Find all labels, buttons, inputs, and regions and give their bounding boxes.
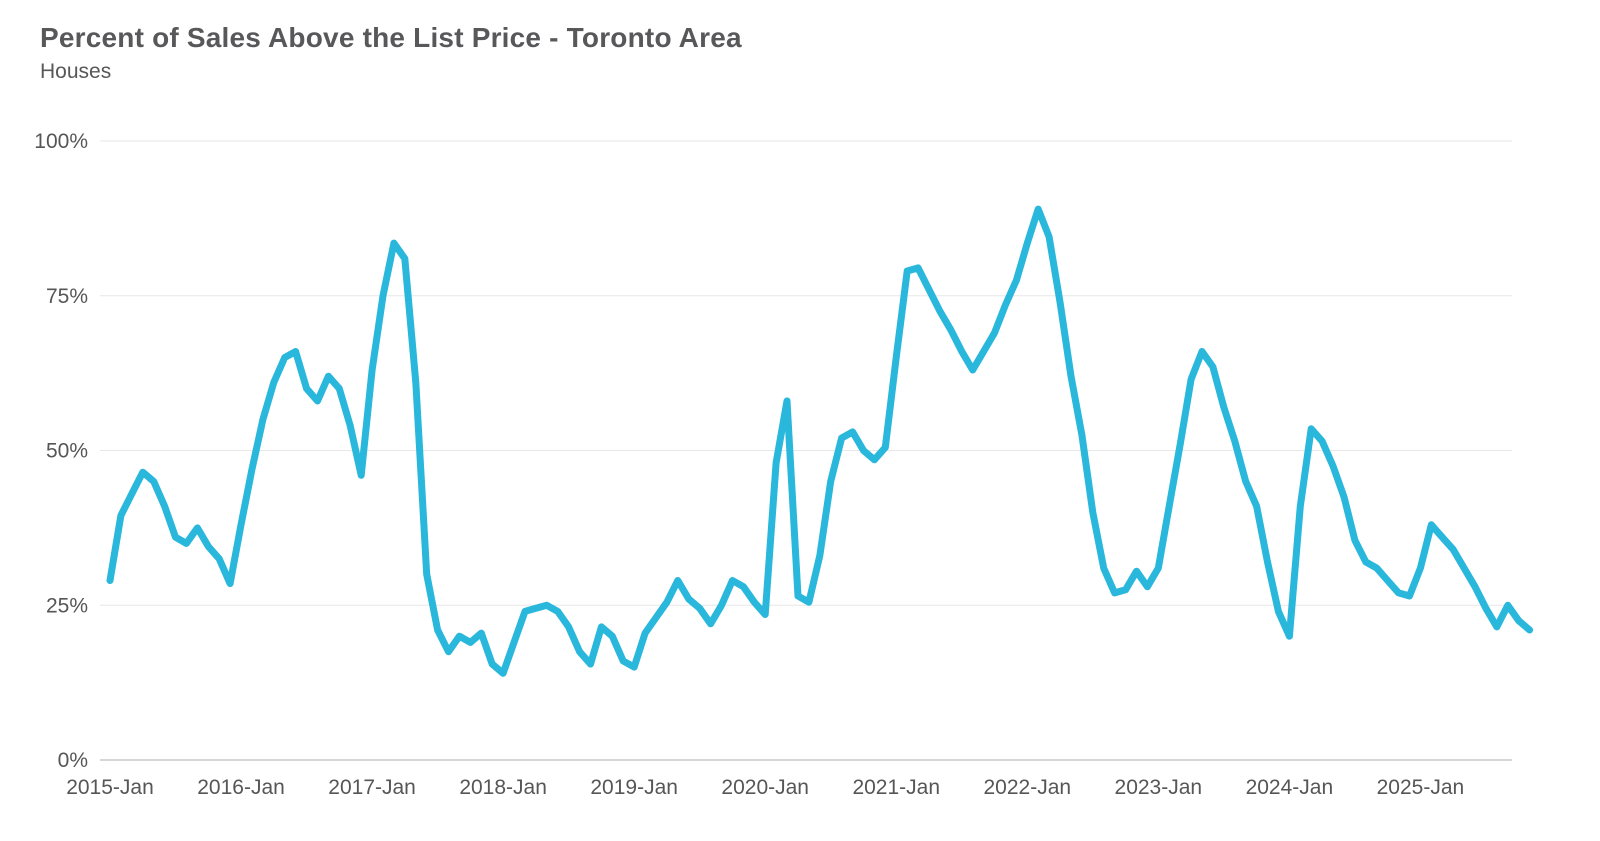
x-axis-label: 2018-Jan (459, 776, 547, 799)
x-axis-label: 2021-Jan (852, 776, 940, 799)
x-axis-label: 2025-Jan (1377, 776, 1465, 799)
x-axis-label: 2017-Jan (328, 776, 416, 799)
series-line (106, 205, 1534, 677)
x-axis-label: 2020-Jan (721, 776, 809, 799)
chart-header: Percent of Sales Above the List Price - … (40, 22, 742, 84)
y-axis-label: 50% (46, 440, 88, 463)
x-axis-label: 2022-Jan (983, 776, 1071, 799)
y-axis-label: 100% (34, 130, 88, 153)
x-axis-label: 2024-Jan (1246, 776, 1334, 799)
x-axis-label: 2015-Jan (66, 776, 154, 799)
x-axis-label: 2023-Jan (1115, 776, 1203, 799)
y-axis-label: 0% (58, 749, 88, 772)
y-axis-label: 25% (46, 594, 88, 617)
x-axis-label: 2019-Jan (590, 776, 678, 799)
y-axis-label: 75% (46, 285, 88, 308)
chart-title: Percent of Sales Above the List Price - … (40, 22, 742, 53)
chart-subtitle: Houses (40, 60, 112, 83)
x-axis-label: 2016-Jan (197, 776, 285, 799)
